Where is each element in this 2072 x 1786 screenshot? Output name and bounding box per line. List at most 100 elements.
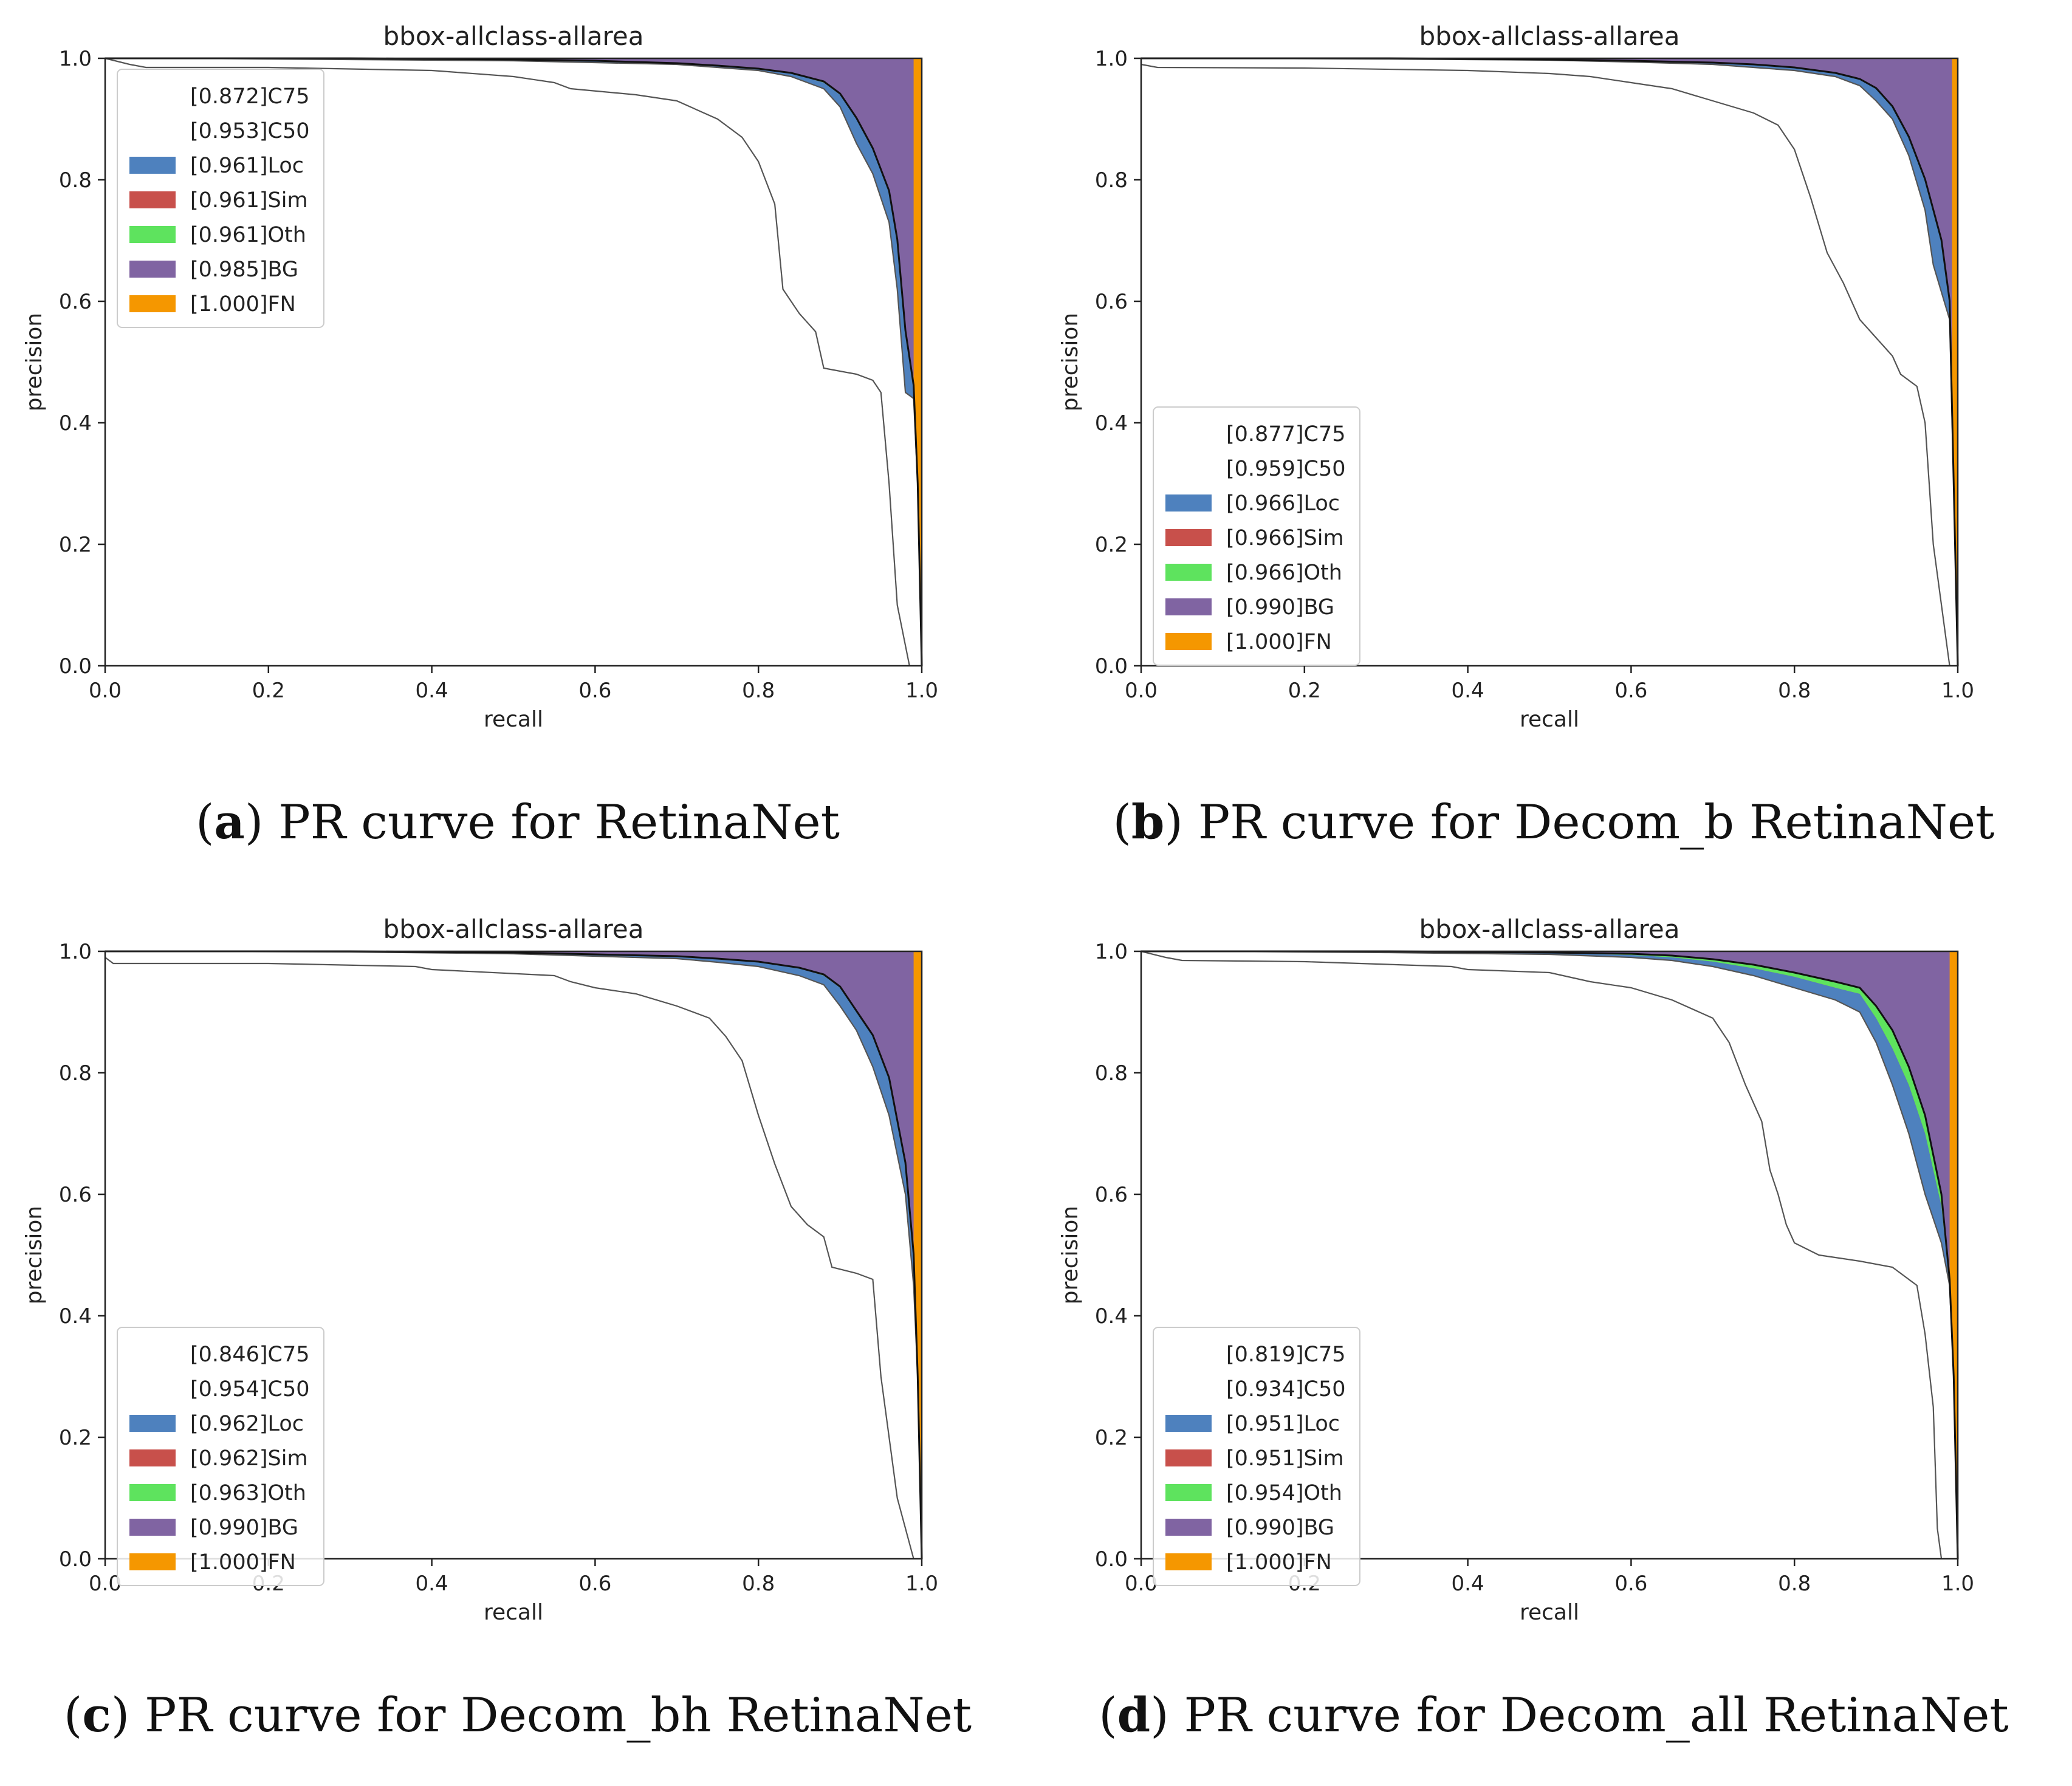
x-tick-label: 0.8 (742, 1572, 775, 1596)
panel-caption: (c) PR curve for Decom_bh RetinaNet (64, 1688, 972, 1743)
legend: [0.846]C75 [0.954]C50 [0.962]Loc [0.962]Sim… (117, 1327, 324, 1586)
y-tick-label: 0.4 (59, 1304, 92, 1329)
legend-entry: [0.961]Oth (190, 223, 306, 247)
curve-oth (105, 950, 923, 1559)
y-tick-label: 0.2 (59, 1426, 92, 1450)
legend-swatch-c50 (129, 122, 176, 139)
y-tick-label: 1.0 (1095, 940, 1128, 964)
panel-caption: (b) PR curve for Decom_b RetinaNet (1113, 795, 1994, 850)
x-tick-label: 0.4 (1452, 1572, 1484, 1596)
legend-swatch-oth (129, 226, 176, 243)
axes-frame (1140, 950, 1959, 1560)
legend-swatch-c75 (129, 87, 176, 104)
curve-c75 (105, 957, 914, 1559)
legend-swatch-fn (129, 1553, 176, 1570)
legend-entry: [0.954]Oth (1226, 1481, 1342, 1505)
x-tick-label: 0.8 (1778, 1572, 1811, 1596)
y-tick-label: 0.6 (1095, 1183, 1128, 1207)
curve-oth (1141, 57, 1959, 666)
axes-frame (1140, 57, 1959, 667)
legend-swatch-loc (1165, 494, 1212, 512)
caption-text: PR curve for Decom_b RetinaNet (1198, 795, 1995, 850)
y-tick-label: 0.0 (59, 1547, 92, 1572)
caption-letter: a (214, 795, 245, 850)
x-tick-label: 0.4 (416, 1572, 448, 1596)
x-tick-label: 1.0 (905, 679, 938, 703)
y-tick-label: 0.4 (1095, 411, 1128, 436)
chart-panel-a: 0.0 0.2 0.4 0.6 0.8 1.0 0.0 0.2 0.4 0.6 0.8 1.0 bbox… (22, 21, 938, 850)
x-tick-label: 0.6 (1614, 1572, 1647, 1596)
y-tick-label: 0.8 (59, 1061, 92, 1086)
x-axis-label: recall (1520, 1600, 1579, 1625)
axes-frame (104, 57, 923, 667)
y-tick-label: 0.6 (59, 290, 92, 314)
caption-text: PR curve for Decom_all RetinaNet (1184, 1688, 2008, 1743)
y-tick-label: 0.0 (59, 654, 92, 679)
legend-entry: [0.846]C75 (190, 1343, 309, 1367)
legend-entry: [0.966]Oth (1226, 561, 1342, 585)
caption-paren-close: ) (1164, 795, 1198, 850)
y-tick-label: 0.2 (1095, 1426, 1128, 1450)
x-tick-label: 0.4 (1452, 679, 1484, 703)
legend-swatch-oth (129, 1484, 176, 1501)
legend-entry: [0.990]BG (1226, 595, 1334, 620)
x-tick-label: 0.8 (742, 679, 775, 703)
panel-caption: (a) PR curve for RetinaNet (196, 795, 840, 850)
legend-swatch-loc (129, 1415, 176, 1432)
y-tick-label: 1.0 (1095, 47, 1128, 71)
legend-entry: [0.985]BG (190, 258, 298, 282)
x-tick-label: 0.4 (416, 679, 448, 703)
legend-swatch-c50 (1165, 1380, 1212, 1397)
caption-paren-close: ) (245, 795, 278, 850)
caption-paren-open: ( (1113, 795, 1131, 850)
x-tick-label: 0.6 (1614, 679, 1647, 703)
legend-entry: [0.819]C75 (1226, 1343, 1345, 1367)
x-tick-label: 0.6 (578, 1572, 611, 1596)
legend-entry: [1.000]FN (1226, 1550, 1332, 1575)
legend-entry: [1.000]FN (190, 292, 296, 316)
x-axis-label: recall (484, 707, 543, 732)
caption-text: PR curve for RetinaNet (278, 795, 840, 850)
x-tick-label: 0.0 (89, 1572, 122, 1596)
legend-swatch-bg (1165, 1519, 1212, 1536)
legend-entry: [0.954]C50 (190, 1377, 309, 1401)
x-tick-label: 0.6 (578, 679, 611, 703)
legend: [0.819]C75 [0.934]C50 [0.951]Loc [0.951]Sim… (1153, 1327, 1360, 1586)
legend-swatch-fn (1165, 633, 1212, 650)
caption-text: PR curve for Decom_bh RetinaNet (145, 1688, 972, 1743)
legend-swatch-loc (1165, 1415, 1212, 1432)
caption-letter: d (1117, 1688, 1151, 1743)
caption-paren-close: ) (111, 1688, 145, 1743)
legend-entry: [0.959]C50 (1226, 457, 1345, 481)
legend-entry: [0.934]C50 (1226, 1377, 1345, 1401)
legend-swatch-c50 (1165, 460, 1212, 477)
legend-entry: [0.951]Loc (1226, 1412, 1340, 1436)
y-tick-label: 0.0 (1095, 1547, 1128, 1572)
chart-title: bbox-allclass-allarea (383, 914, 644, 944)
legend-entry: [0.966]Sim (1226, 526, 1344, 550)
y-tick-label: 0.6 (1095, 290, 1128, 314)
legend-swatch-c75 (1165, 1346, 1212, 1363)
curve-c75 (1141, 63, 1950, 666)
chart-title: bbox-allclass-allarea (1419, 21, 1680, 51)
panel-caption: (d) PR curve for Decom_all RetinaNet (1099, 1688, 2009, 1743)
legend-entry: [0.872]C75 (190, 84, 309, 109)
legend-entry: [0.966]Loc (1226, 491, 1340, 516)
legend-entry: [0.963]Oth (190, 1481, 306, 1505)
legend: [0.877]C75 [0.959]C50 [0.966]Loc [0.966]Sim… (1153, 406, 1360, 666)
curve-c50 (105, 950, 923, 1559)
legend-entry: [0.953]C50 (190, 119, 309, 143)
legend-swatch-sim (1165, 529, 1212, 546)
y-tick-label: 0.0 (1095, 654, 1128, 679)
x-tick-label: 0.0 (1125, 679, 1158, 703)
y-tick-label: 1.0 (59, 47, 92, 71)
legend-swatch-loc (129, 157, 176, 174)
legend-entry: [0.962]Loc (190, 1412, 304, 1436)
curve-c75 (1141, 950, 1943, 1559)
legend-swatch-bg (129, 261, 176, 278)
x-tick-label: 1.0 (1941, 679, 1974, 703)
x-tick-label: 0.2 (1288, 679, 1321, 703)
legend-entry: [0.962]Sim (190, 1446, 308, 1471)
legend-swatch-bg (1165, 598, 1212, 615)
